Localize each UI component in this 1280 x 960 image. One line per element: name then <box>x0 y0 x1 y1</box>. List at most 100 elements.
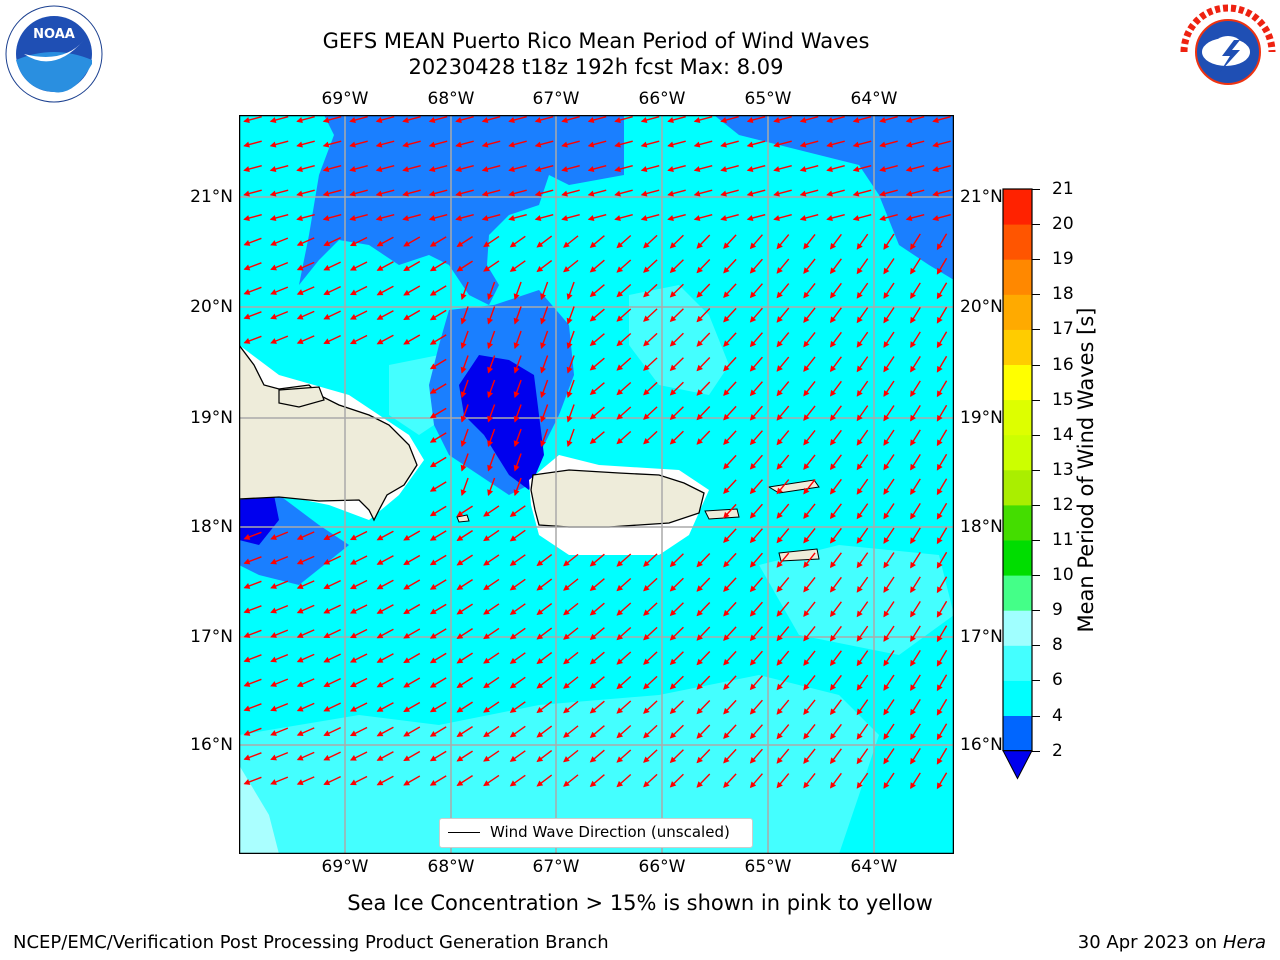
sea-ice-caption-text: Sea Ice Concentration > 15% is shown in … <box>347 891 933 915</box>
wave-arrow-head <box>563 241 570 248</box>
legend-box: Wind Wave Direction (unscaled) <box>439 818 753 848</box>
wave-arrow-head <box>589 437 597 445</box>
wave-arrow-head <box>776 781 783 789</box>
wave-arrow-head <box>829 610 837 618</box>
wave-arrow-head <box>723 658 730 666</box>
wave-arrow-head <box>243 632 251 638</box>
lon-label-top: 67°W <box>532 89 580 109</box>
map-panel[interactable]: Wind Wave Direction (unscaled) <box>238 114 955 855</box>
long-period-area-east <box>759 545 954 655</box>
wave-arrow-head <box>910 488 916 496</box>
wave-arrow-head <box>720 166 727 173</box>
wave-arrow-head <box>323 607 331 614</box>
wave-arrow-head <box>720 117 727 124</box>
wave-arrow-head <box>561 166 568 173</box>
wave-arrow-head <box>455 215 462 222</box>
wave-arrow-head <box>481 141 489 148</box>
wave-arrow-head <box>429 632 437 639</box>
wave-arrow-head <box>587 215 595 222</box>
wave-arrow-head <box>296 190 303 197</box>
wave-arrow-head <box>669 389 677 396</box>
wave-arrow-head <box>856 561 863 569</box>
wave-arrow-head <box>403 289 411 296</box>
wave-arrow-head <box>799 117 807 124</box>
wave-arrow-head <box>376 534 384 541</box>
map-frame <box>238 114 955 855</box>
wave-arrow-head <box>589 609 597 616</box>
wave-arrow-head <box>323 264 331 271</box>
wave-arrow-head <box>349 166 356 173</box>
wave-arrow-head <box>643 732 650 739</box>
wave-arrow-head <box>936 292 943 300</box>
wave-arrow-head <box>243 215 250 222</box>
footer-branch: NCEP/EMC/Verification Post Processing Pr… <box>13 932 609 953</box>
colorbar-tick-label: 21 <box>1052 179 1074 199</box>
wave-arrow-head <box>349 583 357 590</box>
wave-arrow-head <box>723 609 730 617</box>
vieques-land <box>704 508 740 520</box>
wave-arrow-head <box>723 462 730 470</box>
wave-arrow-head <box>910 414 916 422</box>
colorbar-tick-mark <box>1032 434 1040 436</box>
colorbar-tick-label: 19 <box>1052 249 1074 270</box>
wave-arrow-head <box>829 438 837 446</box>
wave-arrow-head <box>905 215 913 222</box>
lon-label-bottom: 68°W <box>427 857 475 877</box>
wave-arrow-head <box>487 342 494 349</box>
wave-arrow-head <box>456 559 464 566</box>
wave-arrow-head <box>883 414 890 422</box>
wave-arrow-head <box>456 682 464 688</box>
wave-arrow-head <box>669 683 677 690</box>
wave-arrow-head <box>803 463 810 470</box>
wave-arrow-head <box>323 730 331 737</box>
wave-arrow-head <box>723 389 730 396</box>
wave-arrow-head <box>696 609 703 617</box>
wave-arrow-head <box>643 315 650 322</box>
wave-arrow-head <box>322 215 330 222</box>
wave-arrow-head <box>669 560 677 568</box>
wave-arrow-head <box>883 684 890 691</box>
samana-land <box>278 386 325 408</box>
wave-arrow-head <box>803 585 810 593</box>
wave-arrow-head <box>910 782 916 790</box>
wave-arrow-head <box>749 757 757 764</box>
wave-arrow-head <box>403 779 411 786</box>
wave-arrow-head <box>749 585 757 593</box>
wave-arrow-head <box>616 339 624 347</box>
wave-arrow-head <box>696 781 703 788</box>
colorbar-segment <box>1003 189 1032 225</box>
wave-arrow-head <box>723 634 730 641</box>
wave-arrow-head <box>746 141 754 148</box>
wave-arrow-head <box>749 365 757 372</box>
wave-arrow-head <box>563 266 570 273</box>
wave-arrow-head <box>587 166 595 173</box>
wave-period-map[interactable] <box>238 114 955 855</box>
wave-arrow-head <box>429 387 437 394</box>
wave-arrow-head <box>243 289 251 295</box>
lon-label-top: 66°W <box>638 89 686 109</box>
wave-arrow-head <box>376 265 384 271</box>
wave-arrow-head <box>776 365 783 372</box>
wave-arrow-head <box>323 534 331 541</box>
wave-arrow-head <box>643 266 650 273</box>
wave-arrow-head <box>509 755 517 762</box>
wave-arrow-head <box>910 267 916 275</box>
st-croix-land <box>778 548 820 562</box>
wave-arrow-head <box>776 414 783 421</box>
noaa-logo: NOAA <box>4 4 104 104</box>
wave-arrow-head <box>776 340 783 348</box>
wave-arrow-head <box>936 635 943 643</box>
wave-arrow-head <box>829 732 837 740</box>
wave-arrow-head <box>643 364 650 371</box>
wave-arrow-head <box>803 757 810 764</box>
wave-arrow-head <box>856 635 863 642</box>
colorbar-graphic <box>1002 188 1033 780</box>
wave-arrow-head <box>322 166 330 173</box>
wave-arrow-head <box>910 733 916 741</box>
wave-arrow-head <box>540 342 547 349</box>
wave-arrow-head <box>429 240 437 247</box>
wave-arrow-head <box>749 414 757 421</box>
wave-arrow-head <box>640 215 648 222</box>
wave-arrow-head <box>803 634 810 642</box>
wave-arrow-head <box>296 754 304 761</box>
